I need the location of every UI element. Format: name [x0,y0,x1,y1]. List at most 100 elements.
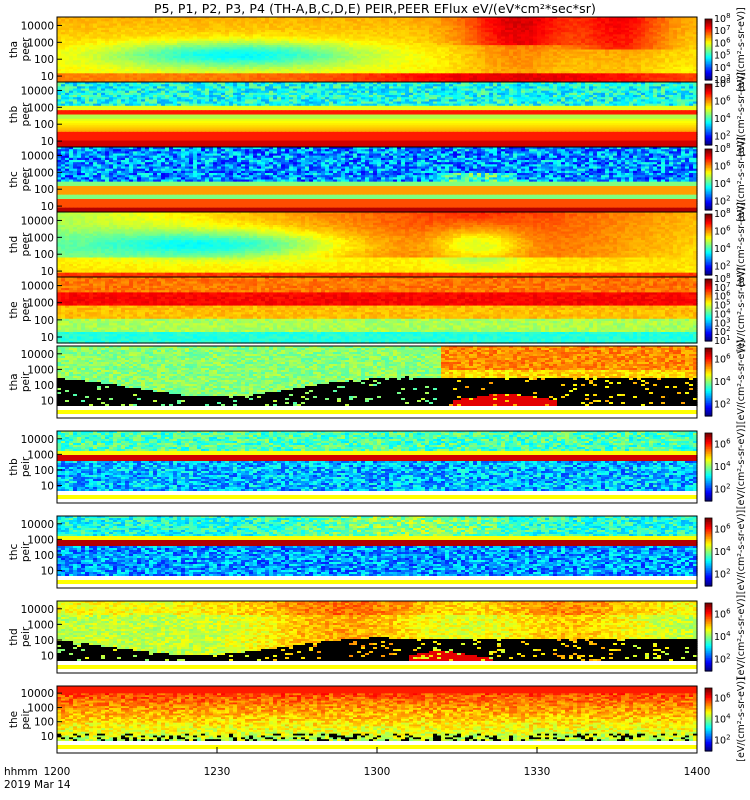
panel-species-label: peer [20,37,32,62]
colorbar-tick-label: 102 [714,259,731,272]
y-tick-label: 10000 [21,281,54,293]
colorbar-tick-label: 102 [714,398,731,411]
y-tick-label: 10 [41,71,54,83]
colorbar-tick-label: 104 [714,61,731,74]
colorbar-tick-label: 108 [714,142,731,155]
y-tick-label: 10000 [21,150,54,162]
colorbar-tick-label: 106 [714,159,731,172]
y-tick-label: 100 [34,184,54,196]
y-tick-label: 10000 [21,434,54,446]
colorbar-tick-label: 106 [714,94,731,107]
panel-flag-bar [57,580,697,584]
y-tick-label: 100 [34,717,54,729]
y-tick-label: 10 [41,396,54,408]
y-tick-label: 100 [34,550,54,562]
y-tick-label: 10 [41,651,54,663]
time-tick-label: 1230 [204,766,231,778]
y-tick-label: 10000 [21,519,54,531]
y-tick-label: 100 [34,54,54,66]
panel-species-label: peer [20,297,32,322]
y-tick-label: 100 [34,380,54,392]
colorbar-tick-label: 106 [714,522,731,535]
colorbar-tick-label: 106 [714,607,731,620]
colorbar-units-label: [eV/(cm²-s-sr-eV)] [736,677,747,761]
colorbar-tick-label: 102 [714,194,731,207]
y-tick-label: 10 [41,481,54,493]
y-tick-label: 10000 [21,20,54,32]
colorbar-tick-label: 107 [714,24,731,37]
colorbar-tick-label: 106 [714,352,731,365]
panel-flag-bar [57,495,697,499]
panel-probe-label: thb [8,105,20,123]
panel-probe-label: thc [8,171,20,188]
colorbar-tick-label: 104 [714,177,731,190]
panel-probe-label: tha [8,373,20,390]
panel-flag-bar [57,665,697,669]
colorbar-tick-label: 102 [714,483,731,496]
colorbar-tick-label: 104 [714,242,731,255]
time-tick-label: 1400 [684,766,711,778]
y-tick-label: 10000 [21,349,54,361]
panel-probe-label: thb [8,458,20,476]
colorbar-tick-label: 106 [714,437,731,450]
panel-probe-label: the [8,711,20,728]
y-tick-label: 10000 [21,688,54,700]
colorbar-tick-label: 105 [714,49,731,62]
colorbar-units-label: [eV/(cm²-s-sr-eV)] [736,340,747,424]
panel-species-label: peer [20,167,32,192]
panel-probe-label: thc [8,544,20,561]
colorbar-tick-label: 108 [714,207,731,220]
panel-species-label: peir [20,456,32,477]
y-tick-label: 10 [41,136,54,148]
colorbar-units-label: [eV/(cm²-s-sr-eV)] [736,268,747,352]
colorbar-tick-label: 106 [714,224,731,237]
y-tick-label: 100 [34,635,54,647]
colorbar: 102 104 106 [eV/(cm²-s-sr-eV)] [705,340,747,424]
panel-probe-label: the [8,301,20,318]
panel-species-label: peir [20,626,32,647]
y-tick-label: 10 [41,566,54,578]
y-tick-label: 10000 [21,215,54,227]
colorbar-tick-label: 102 [714,734,731,747]
date-label: 2019 Mar 14 [4,779,71,791]
y-tick-label: 10000 [21,604,54,616]
panel-probe-label: tha [8,41,20,58]
panel-species-label: peir [20,709,32,730]
colorbar-tick-label: 104 [714,375,731,388]
colorbar-units-label: [eV/(cm²-s-sr-eV)] [736,595,747,679]
panel-species-label: peer [20,232,32,257]
y-tick-label: 10 [41,201,54,213]
colorbar-tick-label: 104 [714,460,731,473]
y-tick-label: 100 [34,315,54,327]
colorbar-tick-label: 108 [714,12,731,25]
y-tick-label: 10 [41,731,54,743]
y-tick-label: 10000 [21,85,54,97]
time-tick-label: 1330 [524,766,551,778]
colorbar-tick-label: 104 [714,713,731,726]
panel-probe-label: thd [8,236,20,253]
colorbar-tick-label: 106 [714,36,731,49]
time-unit-label: hhmm [4,766,38,778]
y-tick-label: 100 [34,119,54,131]
panel-probe-label: thd [8,628,20,645]
time-tick-label: 1200 [44,766,71,778]
time-tick-label: 1300 [364,766,391,778]
colorbar-tick-label: 102 [714,568,731,581]
panel-flag-bar [57,410,697,414]
spectrogram-figure: 10100100010000tha peer103104105106107108[… [0,0,750,800]
colorbar-tick-label: 104 [714,630,731,643]
